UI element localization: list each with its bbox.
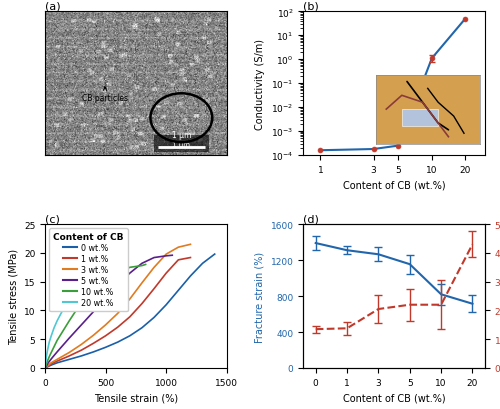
Y-axis label: Conductivity (S/m): Conductivity (S/m)	[256, 38, 266, 129]
Text: (d): (d)	[303, 214, 319, 224]
Text: 1 µm: 1 µm	[172, 131, 191, 140]
Text: (c): (c)	[45, 214, 60, 224]
X-axis label: Content of CB (wt.%): Content of CB (wt.%)	[343, 180, 446, 190]
Text: (b): (b)	[303, 2, 319, 11]
Bar	[154, 136, 208, 153]
Y-axis label: Tensile stress (MPa): Tensile stress (MPa)	[8, 248, 18, 344]
X-axis label: Content of CB (wt.%): Content of CB (wt.%)	[343, 392, 446, 402]
X-axis label: Tensile strain (%): Tensile strain (%)	[94, 392, 178, 402]
Text: (a): (a)	[45, 2, 60, 11]
Text: 1 µm: 1 µm	[172, 141, 190, 147]
Legend: 0 wt.%, 1 wt.%, 3 wt.%, 5 wt.%, 10 wt.%, 20 wt.%: 0 wt.%, 1 wt.%, 3 wt.%, 5 wt.%, 10 wt.%,…	[49, 229, 128, 312]
Text: CB particles: CB particles	[82, 88, 128, 103]
Y-axis label: Fracture strain (%): Fracture strain (%)	[255, 251, 265, 342]
